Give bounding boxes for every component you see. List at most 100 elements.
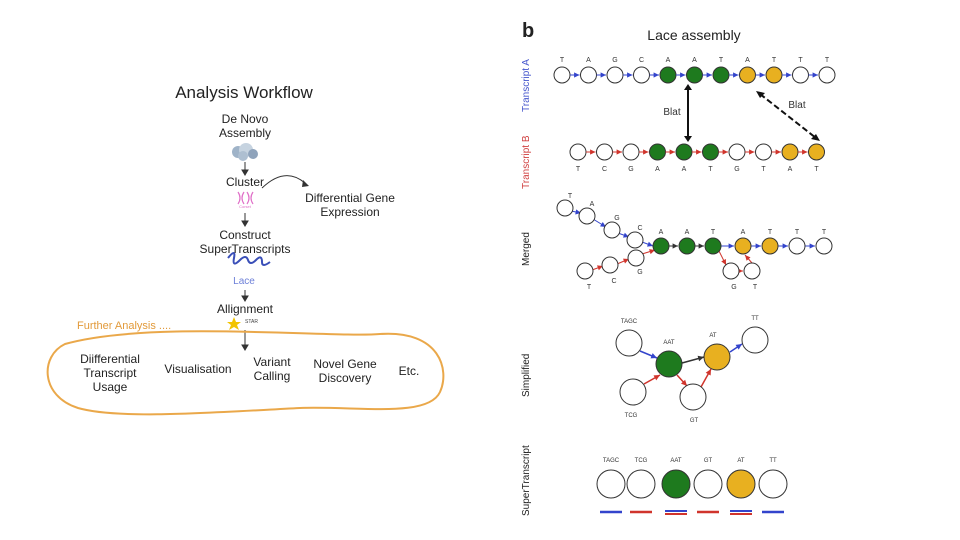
blat-arrow-2-head-down xyxy=(811,134,820,141)
merged-gt-letter: T xyxy=(753,284,758,291)
transcript-a-edge-head xyxy=(786,72,792,78)
workflow-arrows xyxy=(241,162,249,351)
transcript-b-letter: T xyxy=(576,166,581,173)
transcript-b-edge-head xyxy=(802,149,808,155)
merged-right-node xyxy=(815,237,833,255)
merged-gt-letter: G xyxy=(731,284,736,291)
transcript-b-letter: T xyxy=(708,166,713,173)
step-cluster: Cluster xyxy=(225,175,265,189)
transcript-b-node xyxy=(755,143,772,161)
merged-right-edge-head xyxy=(809,243,815,249)
simplified-edge-aat-gt-head xyxy=(680,379,687,386)
merged-right-node xyxy=(734,237,752,255)
transcript-b-letter: T xyxy=(761,166,766,173)
transcript-b-node xyxy=(808,143,825,161)
simplified-node xyxy=(655,350,683,378)
transcript-a-edge-head xyxy=(759,72,765,78)
cluster-icon xyxy=(237,191,254,205)
cluster-logo-text: Corset xyxy=(239,204,251,209)
simplified-edge-at-tt-head xyxy=(735,344,742,350)
transcript-a-edge-head xyxy=(706,72,712,78)
panel-letter: b xyxy=(522,20,535,42)
transcript-b-edge-head xyxy=(669,149,675,155)
supertranscript-node-label: AAT xyxy=(670,458,682,464)
simplified-edge-aat-at-head xyxy=(697,355,704,362)
merged-core-node xyxy=(678,237,696,255)
analysis-visualisation: Visualisation xyxy=(164,362,232,376)
transcript-a-node xyxy=(553,66,571,84)
transcript-a-letter: C xyxy=(639,57,644,64)
merged-top-edge-head xyxy=(600,221,606,227)
transcript-a-edge-head xyxy=(627,72,633,78)
analysis-variant-calling: Variant Calling xyxy=(253,355,291,383)
blat-arrow-2 xyxy=(759,93,817,139)
simplified-edge-gt-at-head xyxy=(705,369,711,376)
supertranscript-node xyxy=(758,469,788,499)
transcript-a-edge-head xyxy=(812,72,818,78)
transcript-a-letter: G xyxy=(612,57,617,64)
simplified-node-label: TT xyxy=(751,316,759,322)
transcript-a-letter: T xyxy=(772,57,777,64)
merged-gt-node xyxy=(722,262,740,280)
transcript-b-node xyxy=(596,143,613,161)
workflow-title: Analysis Workflow xyxy=(175,83,313,102)
simplified-node-label: AAT xyxy=(663,340,675,346)
blat-arrow-1-head-up xyxy=(684,84,692,90)
merged-top-node xyxy=(603,221,621,239)
transcript-b-node xyxy=(781,143,799,161)
transcript-a-letter: T xyxy=(719,57,724,64)
blat-arrow-2-head-up xyxy=(756,91,765,98)
transcript-a-node xyxy=(659,66,677,84)
lace-logo-text: Lace xyxy=(233,276,255,287)
merged-right-letter: A xyxy=(741,229,746,236)
merged-bottom-to-core-head xyxy=(649,249,655,255)
analysis-differential-transcript-usage: Diifferential Transcript Usage xyxy=(80,352,140,394)
merged-top-letter: G xyxy=(614,215,619,222)
transcript-a-letter: T xyxy=(825,57,830,64)
transcript-a-node xyxy=(739,66,756,84)
transcript-b-letter: C xyxy=(602,166,607,173)
transcript-b-edge-head xyxy=(616,149,622,155)
merged-core-letter: T xyxy=(711,229,716,236)
merged-gt-to-right-head xyxy=(745,255,751,261)
further-analysis-outline xyxy=(46,330,445,416)
assembly-cloud-icon xyxy=(232,143,258,161)
merged-right-letter: T xyxy=(768,229,773,236)
merged-right-letter: T xyxy=(822,229,827,236)
merged-right-edge-head xyxy=(782,243,788,249)
transcript-b-node xyxy=(622,143,640,161)
merged-top-node xyxy=(578,207,596,225)
merged-core-letter: A xyxy=(659,229,664,236)
transcript-a-node xyxy=(818,66,836,84)
merged-bottom-letter: T xyxy=(587,284,592,291)
transcript-a-node xyxy=(792,66,809,84)
transcript-a-node xyxy=(606,66,624,84)
transcript-a-edge-head xyxy=(680,72,686,78)
merged-bottom-letter: G xyxy=(637,269,642,276)
transcript-a-edge-head xyxy=(600,72,606,78)
transcript-b-edge-head xyxy=(749,149,755,155)
simplified-node-label: TCG xyxy=(625,413,638,419)
merged-right-node xyxy=(788,237,806,255)
transcript-a-node xyxy=(633,66,650,84)
merged-top-letter: T xyxy=(568,193,573,200)
step-construct-supertranscripts: Construct SuperTranscripts xyxy=(199,228,291,256)
transcript-b-node xyxy=(649,143,666,161)
merged-core-edge-head xyxy=(672,243,678,249)
merged-right-node xyxy=(761,237,779,255)
transcript-b-edge-head xyxy=(696,149,702,155)
transcript-a-letter: A xyxy=(692,57,697,64)
transcript-b-node xyxy=(702,143,719,161)
merged-bottom-node xyxy=(601,256,619,274)
transcript-b-letter: T xyxy=(814,166,819,173)
transcript-a-letter: A xyxy=(586,57,591,64)
supertranscript-node xyxy=(661,469,691,499)
merged-bottom-letter: C xyxy=(611,278,616,285)
merged-core-node xyxy=(652,237,670,255)
transcript-b-node xyxy=(728,143,746,161)
merged-core-to-gt-head xyxy=(721,259,726,265)
simplified-node-label: AT xyxy=(709,333,717,339)
merged-top-letter: A xyxy=(590,201,595,208)
blat-arrow-1-head-down xyxy=(684,136,692,142)
